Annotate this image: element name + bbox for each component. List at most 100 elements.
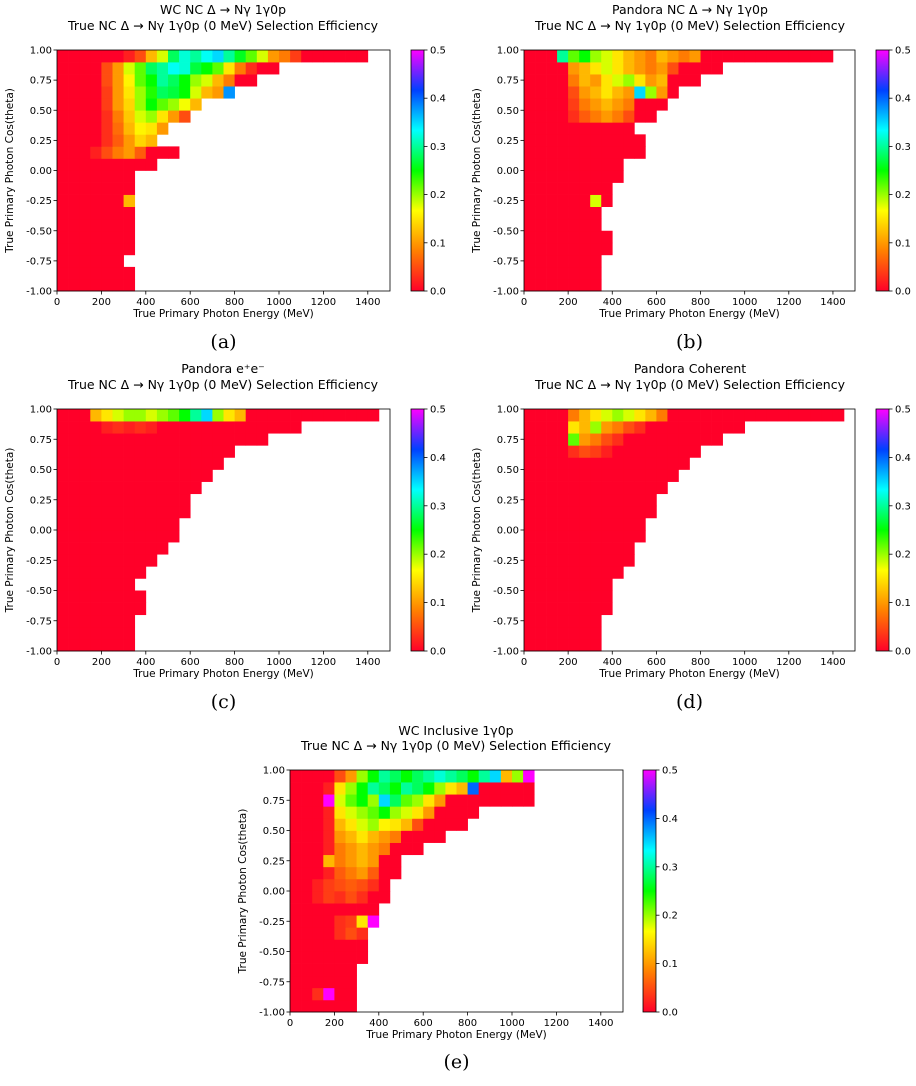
- heatmap-cell: [535, 146, 547, 159]
- heatmap-cell: [601, 542, 613, 555]
- heatmap-cell: [546, 421, 558, 434]
- heatmap-cell: [524, 409, 536, 422]
- heatmap-cell: [123, 134, 136, 147]
- heatmap-cell: [301, 927, 313, 940]
- heatmap-cell: [557, 254, 569, 268]
- heatmap-cell: [190, 409, 202, 422]
- heatmap-cell: [535, 206, 547, 220]
- heatmap-cell: [557, 74, 569, 87]
- heatmap-cell: [101, 122, 113, 135]
- heatmap-cell: [634, 433, 646, 446]
- heatmap-cell: [112, 110, 124, 123]
- y-tick-label: -0.50: [259, 947, 285, 958]
- heatmap-cell: [356, 842, 369, 856]
- heatmap-cell: [601, 481, 613, 495]
- heatmap-cell: [535, 182, 547, 195]
- heatmap-cell: [290, 830, 302, 843]
- heatmap-cell: [312, 987, 324, 1001]
- heatmap-cell: [234, 62, 247, 75]
- heatmap-cell: [79, 421, 91, 434]
- heatmap-cell: [512, 782, 524, 795]
- heatmap-cell: [412, 818, 424, 831]
- heatmap-cell: [557, 614, 569, 628]
- heatmap-cell: [524, 194, 536, 207]
- heatmap-cell: [579, 242, 591, 256]
- heatmap-cell: [323, 842, 335, 856]
- heatmap-cell: [579, 182, 591, 195]
- heatmap-cell: [156, 421, 169, 434]
- heatmap-cell: [79, 194, 91, 207]
- heatmap-cell: [445, 782, 457, 795]
- heatmap-cell: [290, 770, 302, 783]
- heatmap-cell: [101, 230, 113, 244]
- heatmap-cell: [356, 854, 369, 868]
- heatmap-cell: [168, 530, 180, 543]
- heatmap-cell: [68, 62, 80, 75]
- heatmap-cell: [557, 278, 569, 292]
- heatmap-cell: [101, 530, 113, 543]
- heatmap-cell: [68, 194, 80, 207]
- heatmap-cell: [156, 542, 169, 555]
- y-tick-label: -0.50: [493, 586, 519, 597]
- heatmap-cell: [601, 122, 613, 135]
- heatmap-cell: [145, 158, 158, 171]
- heatmap-cell: [123, 445, 136, 458]
- heatmap-cell: [524, 433, 536, 446]
- heatmap-cell: [412, 770, 424, 783]
- heatmap-cell: [700, 409, 712, 422]
- heatmap-cell: [601, 50, 613, 63]
- heatmap-cell: [612, 74, 624, 87]
- heatmap-cell: [312, 794, 324, 807]
- heatmap-cell: [535, 74, 547, 87]
- heatmap-cell: [68, 158, 80, 171]
- x-tick-label: 1000: [266, 297, 291, 308]
- heatmap-cell: [656, 74, 668, 87]
- heatmap-cell: [168, 457, 180, 470]
- x-tick-label: 600: [181, 297, 200, 308]
- heatmap-cell: [568, 638, 580, 652]
- heatmap-cell: [223, 421, 235, 434]
- x-axis-label: True Primary Photon Energy (MeV): [365, 1029, 547, 1041]
- heatmap-cell: [568, 590, 580, 603]
- heatmap-cell: [345, 951, 357, 964]
- heatmap-cell: [612, 517, 624, 531]
- heatmap-cell: [590, 206, 602, 220]
- heatmap-cell: [612, 566, 624, 579]
- heatmap-cell: [389, 842, 402, 856]
- heatmap-cell: [667, 457, 679, 470]
- heatmap-cell: [101, 433, 113, 446]
- heatmap-cell: [334, 975, 346, 989]
- heatmap-cell: [190, 445, 202, 458]
- heatmap-cell: [546, 433, 558, 446]
- heatmap-cell: [79, 74, 91, 87]
- heatmap-cell: [323, 830, 335, 843]
- heatmap-cell: [68, 146, 80, 159]
- x-tick-label: 400: [603, 297, 622, 308]
- heatmap-cell: [90, 590, 102, 603]
- heatmap-cell: [68, 517, 80, 531]
- heatmap-cell: [57, 266, 69, 280]
- heatmap-cell: [356, 927, 369, 940]
- heatmap-cell: [678, 457, 690, 470]
- heatmap-cell: [145, 122, 158, 135]
- heatmap-cell: [212, 433, 224, 446]
- x-tick-label: 1000: [499, 1018, 524, 1029]
- heatmap-cell: [579, 602, 591, 616]
- heatmap-cell: [168, 421, 180, 434]
- heatmap-cell: [68, 86, 80, 99]
- heatmap-cell: [112, 626, 124, 640]
- heatmap-cell: [323, 891, 335, 904]
- heatmap-cell: [634, 74, 646, 87]
- heatmap-cell: [568, 421, 580, 434]
- heatmap-cell: [367, 806, 380, 819]
- heatmap-cell: [201, 421, 213, 434]
- y-tick-label: -1.00: [26, 287, 52, 298]
- heatmap-cell: [79, 170, 91, 183]
- heatmap-cell: [90, 554, 102, 567]
- x-tick-label: 0: [54, 657, 60, 668]
- colorbar-tick-label: 0.2: [895, 550, 911, 561]
- heatmap-cell: [568, 602, 580, 616]
- heatmap-cell: [179, 505, 191, 519]
- x-tick-label: 1000: [266, 657, 291, 668]
